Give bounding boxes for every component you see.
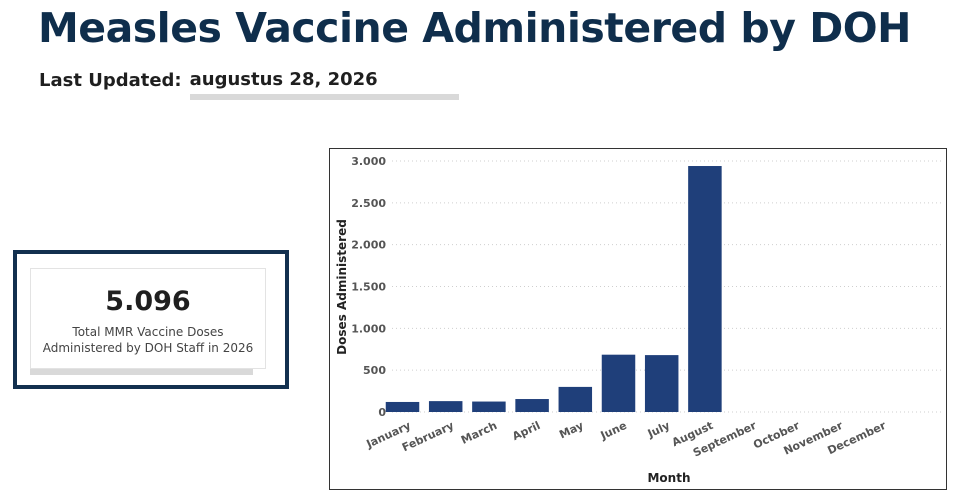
kpi-total-doses: 5.096: [105, 286, 191, 317]
kpi-bar: [30, 369, 253, 375]
bar-august[interactable]: [688, 166, 722, 412]
y-tick-label: 3.000: [351, 155, 386, 168]
y-tick-label: 1.500: [351, 281, 386, 294]
bar-april[interactable]: [515, 399, 549, 412]
chart-panel: 0 500 1.000 1.500 2.000 2.500 3.000 January Feb…: [329, 148, 947, 490]
x-tick-label-may: May: [557, 419, 585, 441]
y-tick-label: 500: [363, 364, 386, 377]
x-tick-label-july: July: [645, 419, 672, 441]
bar-january[interactable]: [385, 401, 420, 412]
y-tick-label: 2.500: [351, 197, 386, 210]
last-updated-label: Last Updated:: [39, 70, 182, 91]
kpi-frame: 5.096 Total MMR Vaccine Doses Administer…: [13, 250, 289, 389]
bar-march[interactable]: [472, 401, 506, 412]
bar-layer: [385, 166, 722, 412]
page-title: Measles Vaccine Administered by DOH: [38, 4, 911, 52]
last-updated-date: augustus 28, 2026: [189, 69, 378, 90]
last-updated: Last Updated: augustus 28, 2026: [39, 68, 459, 100]
y-tick-layer: 0 500 1.000 1.500 2.000 2.500 3.000: [351, 155, 386, 419]
y-tick-label: 0: [378, 406, 386, 419]
x-tick-label-april: April: [510, 419, 542, 443]
last-updated-underline: [189, 94, 459, 100]
bar-july[interactable]: [644, 355, 679, 412]
kpi-card: 5.096 Total MMR Vaccine Doses Administer…: [30, 268, 266, 369]
bar-may[interactable]: [558, 386, 593, 412]
bar-february[interactable]: [428, 401, 463, 412]
last-updated-value-wrap: augustus 28, 2026: [189, 68, 459, 100]
y-axis-title: Doses Administered: [335, 219, 349, 355]
x-tick-label-march: March: [459, 419, 499, 447]
y-tick-label: 2.000: [351, 239, 386, 252]
x-axis-title: Month: [647, 471, 690, 485]
kpi-caption: Total MMR Vaccine Doses Administered by …: [42, 325, 254, 355]
x-tick-label-june: June: [598, 419, 629, 443]
bar-june[interactable]: [601, 354, 636, 412]
y-tick-label: 1.000: [351, 322, 386, 335]
